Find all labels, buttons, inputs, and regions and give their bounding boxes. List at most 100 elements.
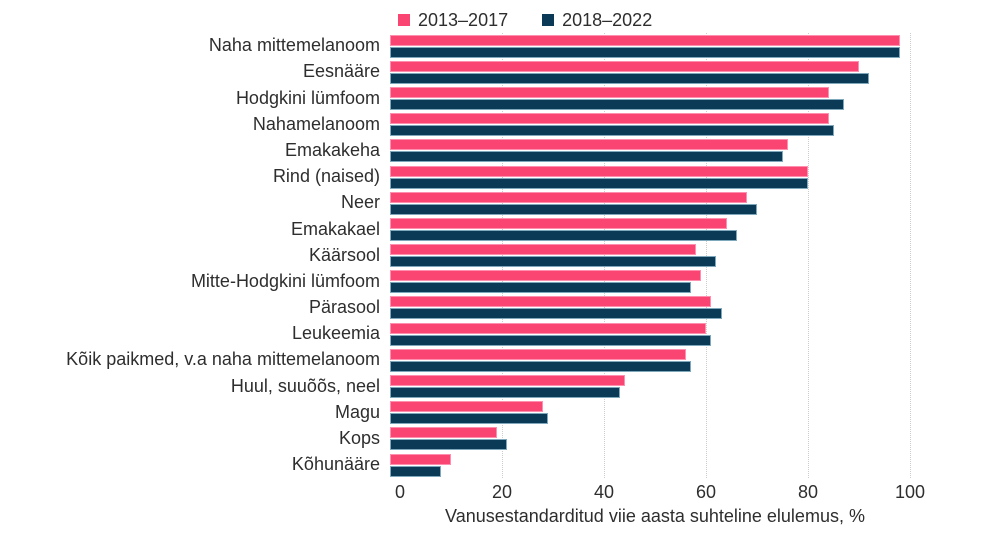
x-tick-0: 0 — [394, 482, 406, 503]
bar-2013-2017 — [390, 427, 498, 439]
bar-2013-2017 — [390, 296, 712, 308]
bar-2018-2022 — [390, 203, 758, 215]
category-label: Neer — [340, 192, 380, 213]
bar-pair — [390, 165, 900, 189]
bar-pair — [390, 244, 900, 268]
bar-2018-2022 — [390, 334, 712, 346]
plot-area: Naha mittemelanoom Eesnääre Hodgkini lümfo… — [0, 33, 990, 479]
bar-2018-2022 — [390, 72, 870, 84]
chart-row: Leukeemia — [0, 321, 990, 347]
bar-pair — [390, 217, 900, 241]
bar-2018-2022 — [390, 413, 549, 425]
chart-row: Kõhunääre — [0, 452, 990, 478]
legend-label-2018-2022: 2018–2022 — [562, 9, 653, 30]
legend-label-2013-2017: 2013–2017 — [418, 9, 509, 30]
chart-row: Rind (naised) — [0, 164, 990, 190]
bar-rows: Naha mittemelanoom Eesnääre Hodgkini lümfo… — [0, 33, 990, 478]
bar-2013-2017 — [390, 60, 860, 72]
bar-2013-2017 — [390, 113, 829, 125]
category-label: Emakakael — [290, 218, 380, 239]
bar-2013-2017 — [390, 375, 625, 387]
x-tick-80: 80 — [797, 482, 819, 503]
bar-2018-2022 — [390, 465, 441, 477]
bar-pair — [390, 401, 900, 425]
chart-row: Kõik paikmed, v.a naha mittemelanoom — [0, 347, 990, 373]
bar-pair — [390, 322, 900, 346]
bar-2018-2022 — [390, 177, 809, 189]
chart-row: Naha mittemelanoom — [0, 33, 990, 59]
chart-row: Kops — [0, 426, 990, 452]
x-tick-20: 20 — [491, 482, 513, 503]
bar-pair — [390, 86, 900, 110]
bar-2018-2022 — [390, 387, 620, 399]
category-label: Leukeemia — [291, 323, 380, 344]
bar-2018-2022 — [390, 98, 844, 110]
bar-2018-2022 — [390, 360, 691, 372]
chart-row: Käärsool — [0, 243, 990, 269]
chart-row: Pärasool — [0, 295, 990, 321]
category-label: Rind (naised) — [272, 166, 380, 187]
x-axis-title-row: Vanusestandarditud viie aasta suhteline … — [400, 506, 910, 527]
bar-2013-2017 — [390, 86, 829, 98]
bar-2018-2022 — [390, 229, 737, 241]
category-label: Mitte-Hodgkini lümfoom — [190, 270, 380, 291]
bar-pair — [390, 375, 900, 399]
bar-2018-2022 — [390, 256, 717, 268]
bar-pair — [390, 348, 900, 372]
bar-2013-2017 — [390, 244, 696, 256]
x-tick-100: 100 — [894, 482, 926, 503]
category-label: Eesnääre — [302, 61, 380, 82]
category-label: Naha mittemelanoom — [208, 35, 380, 56]
x-axis-title: Vanusestandarditud viie aasta suhteline … — [445, 506, 865, 527]
bar-2018-2022 — [390, 282, 691, 294]
bar-2018-2022 — [390, 439, 508, 451]
bar-2013-2017 — [390, 139, 788, 151]
bar-2018-2022 — [390, 125, 834, 137]
category-label: Hodgkini lümfoom — [235, 87, 380, 108]
bar-pair — [390, 139, 900, 163]
bar-pair — [390, 60, 900, 84]
legend-item-2013-2017: 2013–2017 — [398, 10, 508, 31]
bar-2013-2017 — [390, 270, 702, 282]
bar-2013-2017 — [390, 217, 727, 229]
category-label: Huul, suuõõs, neel — [230, 375, 380, 396]
chart-row: Eesnääre — [0, 59, 990, 85]
legend-swatch-2018-2022 — [542, 14, 555, 26]
bar-pair — [390, 427, 900, 451]
bar-2018-2022 — [390, 151, 783, 163]
category-label: Emakakeha — [284, 139, 380, 160]
category-label: Käärsool — [308, 244, 380, 265]
bar-pair — [390, 270, 900, 294]
x-tick-60: 60 — [695, 482, 717, 503]
chart-legend: 2013–2017 2018–2022 — [398, 0, 990, 31]
legend-swatch-2013-2017 — [398, 14, 410, 26]
chart-row: Emakakeha — [0, 138, 990, 164]
legend-item-2018-2022: 2018–2022 — [542, 10, 652, 31]
chart-row: Nahamelanoom — [0, 112, 990, 138]
bar-pair — [390, 191, 900, 215]
chart-row: Hodgkini lümfoom — [0, 85, 990, 111]
bar-pair — [390, 113, 900, 137]
bar-2013-2017 — [390, 165, 809, 177]
bar-2018-2022 — [390, 46, 900, 58]
bar-2013-2017 — [390, 401, 543, 413]
chart-row: Emakakael — [0, 216, 990, 242]
chart-row: Magu — [0, 400, 990, 426]
chart-row: Mitte-Hodgkini lümfoom — [0, 269, 990, 295]
x-tick-40: 40 — [593, 482, 615, 503]
bar-2013-2017 — [390, 348, 686, 360]
category-label: Magu — [334, 401, 380, 422]
bar-2013-2017 — [390, 453, 452, 465]
category-label: Kõik paikmed, v.a naha mittemelanoom — [66, 349, 380, 370]
category-label: Nahamelanoom — [252, 113, 380, 134]
chart-row: Huul, suuõõs, neel — [0, 373, 990, 399]
bar-pair — [390, 453, 900, 477]
bar-2013-2017 — [390, 191, 747, 203]
category-label: Kõhunääre — [291, 454, 380, 475]
bar-2018-2022 — [390, 308, 722, 320]
bar-pair — [390, 34, 900, 58]
category-label: Kops — [338, 428, 380, 448]
bar-2013-2017 — [390, 322, 707, 334]
chart-row: Neer — [0, 190, 990, 216]
